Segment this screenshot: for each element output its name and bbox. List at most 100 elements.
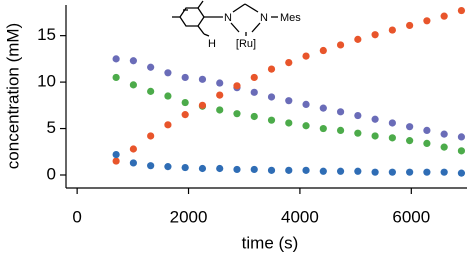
point [147, 132, 155, 140]
point [457, 6, 466, 15]
point [267, 65, 276, 73]
point [354, 167, 362, 175]
point [319, 124, 327, 133]
point [233, 110, 241, 118]
point [267, 166, 276, 174]
point [129, 57, 137, 65]
point [129, 159, 137, 167]
point [440, 143, 448, 151]
point [147, 87, 155, 95]
point [250, 73, 258, 82]
point [423, 126, 431, 135]
x-tick-label: 2000 [170, 207, 208, 226]
point [319, 46, 327, 55]
point [336, 41, 345, 49]
bond [232, 3, 246, 13]
point [233, 165, 241, 174]
point [302, 166, 310, 174]
point [423, 168, 431, 176]
point [423, 17, 431, 25]
point [198, 101, 207, 109]
point [354, 111, 362, 120]
point [354, 129, 362, 137]
point [181, 163, 189, 172]
point [319, 104, 327, 112]
point [457, 147, 466, 155]
structure [172, 0, 278, 37]
point [457, 169, 466, 177]
point [285, 97, 293, 105]
point [319, 167, 327, 175]
atom-label: [Ru] [236, 38, 256, 50]
x-tick-label: 6000 [392, 207, 430, 226]
point [285, 58, 293, 67]
y-axis-label: concentration (mM) [3, 23, 22, 169]
bond [244, 3, 259, 13]
point [164, 92, 172, 100]
point [406, 21, 414, 30]
point [336, 167, 345, 175]
point [388, 134, 396, 142]
point [388, 26, 396, 34]
point [371, 168, 379, 176]
point [406, 123, 414, 131]
bond [203, 33, 210, 37]
point [112, 150, 120, 159]
point [216, 106, 224, 114]
point [371, 115, 379, 123]
point [129, 145, 137, 153]
point [112, 55, 120, 63]
bond [197, 25, 205, 35]
y-tick-label: 0 [47, 164, 56, 183]
point [112, 73, 120, 82]
point [216, 79, 224, 87]
point [181, 111, 189, 119]
point [406, 168, 414, 176]
x-axis-label: time (s) [242, 233, 299, 252]
point [267, 93, 276, 101]
point [181, 73, 189, 82]
point [457, 133, 466, 141]
bond [251, 22, 261, 33]
point [285, 119, 293, 127]
point [440, 130, 448, 138]
point [388, 168, 396, 176]
point [285, 166, 293, 174]
point [147, 162, 155, 170]
y-tick-label: 5 [47, 118, 56, 137]
point [302, 52, 310, 60]
point [147, 63, 155, 71]
point [198, 164, 207, 173]
point [250, 88, 258, 96]
point [164, 69, 172, 77]
point [388, 119, 396, 127]
point [302, 122, 310, 130]
point [336, 126, 345, 135]
y-tick-label: 15 [37, 25, 56, 44]
ring [179, 7, 205, 27]
point [233, 82, 241, 90]
atom-label: H [208, 38, 216, 50]
atom-label: N [260, 12, 268, 24]
point [440, 168, 448, 176]
point [164, 163, 172, 171]
point [198, 75, 207, 83]
point [267, 116, 276, 124]
point [371, 31, 379, 39]
point [216, 91, 224, 99]
y-tick-label: 10 [37, 72, 56, 91]
bond [197, 0, 204, 9]
point [423, 139, 431, 148]
atom-label: N [224, 12, 232, 24]
x-tick-label: 4000 [281, 207, 319, 226]
point [112, 157, 120, 165]
point [216, 164, 224, 173]
point [406, 137, 414, 145]
point [371, 132, 379, 140]
point [302, 100, 310, 108]
point [181, 98, 189, 107]
point [440, 12, 448, 20]
bond [230, 22, 240, 33]
